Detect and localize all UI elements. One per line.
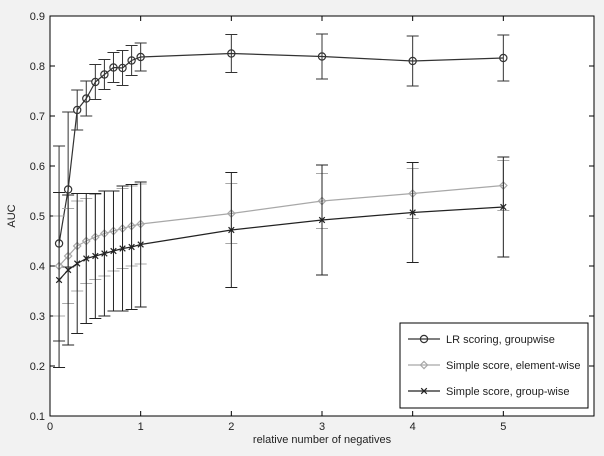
data-point [128,243,135,251]
legend-marker [419,334,429,344]
data-point [110,247,117,255]
series-line [58,52,504,244]
x-tick-label-4: 4 [410,421,416,433]
data-point [64,266,72,274]
x-tick-label-0: 0 [47,421,53,433]
legend-marker [419,360,429,370]
data-point [118,63,127,73]
legend-label: Simple score, group-wise [446,386,570,398]
data-point [55,276,63,284]
data-point [92,252,99,260]
legend-label: Simple score, element-wise [446,360,581,372]
y-tick-label-5: 0.6 [30,161,45,173]
x-tick-label-1: 1 [138,421,144,433]
series-layer [53,33,510,368]
legend: LR scoring, groupwise Simple score, eleme… [399,322,589,409]
data-point [119,245,126,252]
data-point [127,56,136,65]
data-point [317,52,327,61]
legend-item-2: Simple score, group-wise [408,386,570,398]
data-point [318,216,326,224]
data-point [91,77,100,87]
y-tick-label-1: 0.2 [30,361,45,373]
data-point [228,226,235,234]
y-tick-label-7: 0.8 [30,61,45,73]
data-point [227,49,236,58]
data-point [109,63,118,72]
data-point [83,255,90,262]
y-tick-label-0: 0.1 [30,411,45,423]
legend-item-1: Simple score, element-wise [408,360,581,372]
data-point [82,94,91,103]
y-axis-label: AUC [6,204,18,227]
x-tick-label-5: 5 [500,421,506,433]
y-tick-label-6: 0.7 [30,111,45,123]
data-point [136,52,145,62]
y-tick-label-2: 0.3 [30,311,45,323]
x-axis: 0 1 2 3 4 5 [47,16,506,433]
data-point [409,209,416,216]
data-point [137,241,144,248]
data-point [100,70,109,79]
x-tick-label-3: 3 [319,421,325,433]
legend-marker [420,387,428,395]
data-point [408,56,417,66]
x-tick-label-2: 2 [228,421,234,433]
data-point [500,203,507,211]
series-2 [53,156,510,368]
series-line [58,184,504,267]
y-tick-label-3: 0.4 [30,261,45,273]
y-axis: 0.1 0.2 0.3 0.4 0.5 0.6 0.7 0.8 0.9 [30,11,594,423]
data-point [73,260,81,267]
data-point [63,185,73,194]
legend-item-0: LR scoring, groupwise [408,334,555,346]
y-tick-label-4: 0.5 [30,211,45,223]
x-axis-label: relative number of negatives [253,434,392,446]
y-tick-label-8: 0.9 [30,11,45,23]
data-point [101,250,108,257]
data-point [499,53,508,63]
legend-label: LR scoring, groupwise [446,334,555,346]
data-point [72,105,82,115]
